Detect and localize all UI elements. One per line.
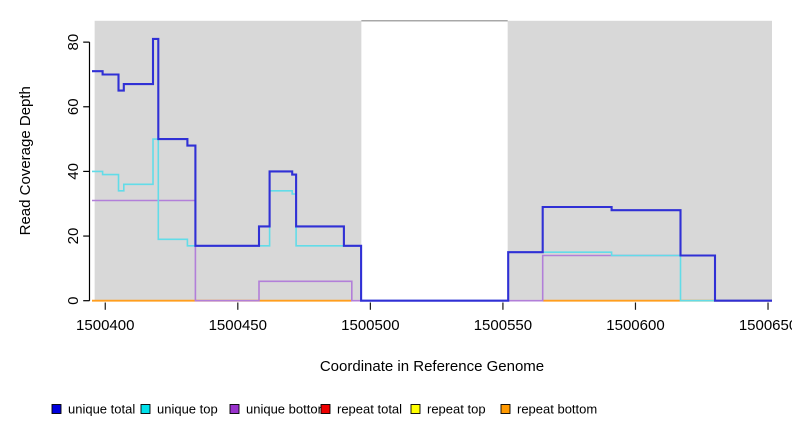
x-axis-tick-label: 1500450 (209, 317, 267, 334)
x-axis-tick-label: 1500650 (739, 317, 792, 334)
legend-swatch-unique-total (51, 404, 62, 414)
y-axis-tick-label: 40 (65, 163, 82, 180)
legend-swatch-repeat-bottom (500, 404, 511, 414)
shaded-region (507, 20, 772, 302)
x-axis-tick-label: 1500500 (341, 317, 399, 334)
legend-label-unique-bottom: unique bottom (246, 402, 328, 417)
legend-swatch-unique-bottom (229, 404, 240, 414)
x-axis-label: Coordinate in Reference Genome (320, 358, 544, 375)
series-line-unique-total (92, 37, 772, 302)
legend-label-repeat-top: repeat top (427, 402, 486, 417)
x-axis-tick-label: 1500600 (606, 317, 664, 334)
y-axis-tick-label: 20 (65, 228, 82, 245)
y-axis-tick-label: 0 (65, 297, 82, 305)
y-axis-label: Read Coverage Depth (17, 86, 34, 235)
legend-swatch-unique-top (140, 404, 151, 414)
y-axis-tick-label: 80 (65, 34, 82, 51)
x-axis-tick-label: 1500550 (474, 317, 532, 334)
legend-label-unique-total: unique total (68, 402, 135, 417)
y-axis-tick-label: 60 (65, 98, 82, 115)
legend-label-unique-top: unique top (157, 402, 218, 417)
x-axis-tick-label: 1500400 (76, 317, 134, 334)
legend-swatch-repeat-top (410, 404, 421, 414)
legend-label-repeat-total: repeat total (337, 402, 402, 417)
legend-swatch-repeat-total (320, 404, 331, 414)
legend-label-repeat-bottom: repeat bottom (517, 402, 597, 417)
shaded-region (94, 20, 362, 302)
